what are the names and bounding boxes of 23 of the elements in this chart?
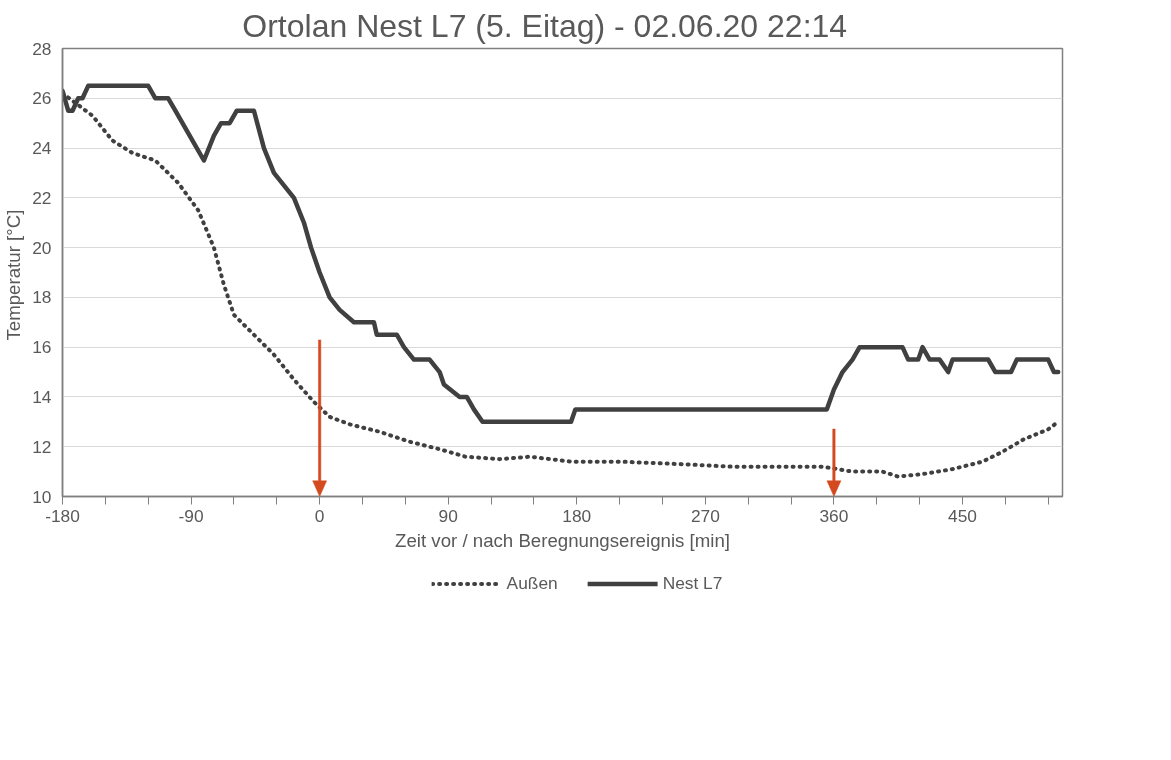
x-axis-title: Zeit vor / nach Beregnungsereignis [min] — [395, 529, 730, 551]
y-tick-label: 28 — [32, 38, 52, 59]
y-tick-label: 14 — [32, 386, 52, 407]
x-tick-label: 270 — [690, 505, 720, 526]
chart-title: Ortolan Nest L7 (5. Eitag) - 02.06.20 22:14 — [242, 7, 848, 44]
y-tick-label: 16 — [32, 337, 52, 358]
x-tick-label: -180 — [45, 505, 80, 526]
x-tick-label: 360 — [819, 505, 849, 526]
x-tick-label: 90 — [438, 505, 458, 526]
y-tick-label: 22 — [32, 187, 52, 208]
x-tick-label: -90 — [178, 505, 204, 526]
x-tick-label: 450 — [948, 505, 977, 526]
y-tick-label: 24 — [32, 138, 52, 159]
x-tick-label: 0 — [314, 505, 325, 526]
legend-label: Nest L7 — [662, 572, 723, 594]
legend-label: Außen — [506, 572, 558, 594]
x-tick-label: 180 — [562, 505, 592, 526]
y-tick-label: 12 — [32, 436, 52, 457]
y-tick-label: 18 — [32, 287, 52, 308]
y-tick-label: 26 — [32, 88, 52, 109]
y-axis-title: Temperatur [°C] — [3, 209, 25, 341]
y-tick-label: 20 — [32, 237, 52, 258]
y-tick-label: 10 — [32, 486, 52, 507]
